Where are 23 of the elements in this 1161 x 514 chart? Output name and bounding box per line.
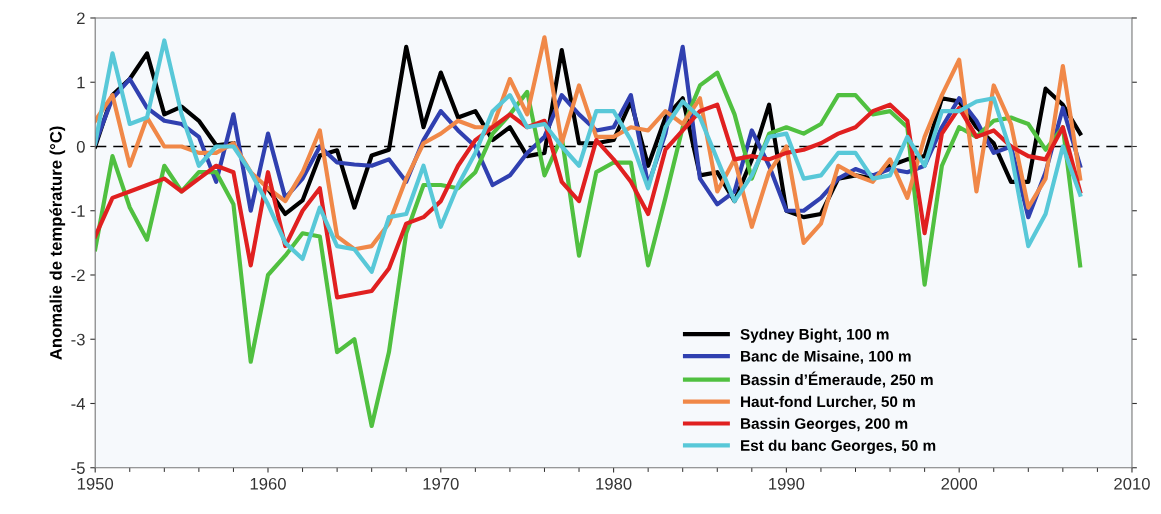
legend-label: Sydney Bight, 100 m [740, 328, 889, 343]
legend-label: Bassin d’Émeraude, 250 m [741, 371, 933, 388]
y-tick-label: -5 [71, 462, 85, 474]
y-tick-label: 2 [77, 12, 85, 25]
legend-label: Bassin Georges, 200 m [741, 417, 908, 433]
x-tick-label: 1990 [769, 477, 805, 490]
y-tick-label: -1 [71, 205, 85, 217]
y-tick-label: -4 [71, 398, 85, 410]
y-tick-label: -3 [71, 333, 85, 346]
line-series [95, 102, 1083, 300]
legend-label: Est du banc Georges, 50 m [741, 439, 936, 454]
x-tick-label: 1980 [596, 477, 632, 490]
x-tick-label: 1970 [423, 477, 459, 490]
y-tick-label: 0 [76, 140, 85, 153]
x-tick-label: 1960 [250, 477, 286, 490]
y-tick-label: -2 [71, 269, 85, 282]
legend-label: Banc de Misaine, 100 m [741, 350, 911, 364]
x-tick-label: 1950 [77, 477, 114, 490]
y-tick-label: 1 [77, 76, 85, 89]
x-tick-label: 2000 [941, 477, 978, 490]
legend-label: Haut-fond Lurcher, 50 m [741, 395, 915, 410]
x-tick-label: 2010 [1114, 477, 1150, 490]
y-axis-title: Anomalie de température (°C) [49, 126, 66, 360]
